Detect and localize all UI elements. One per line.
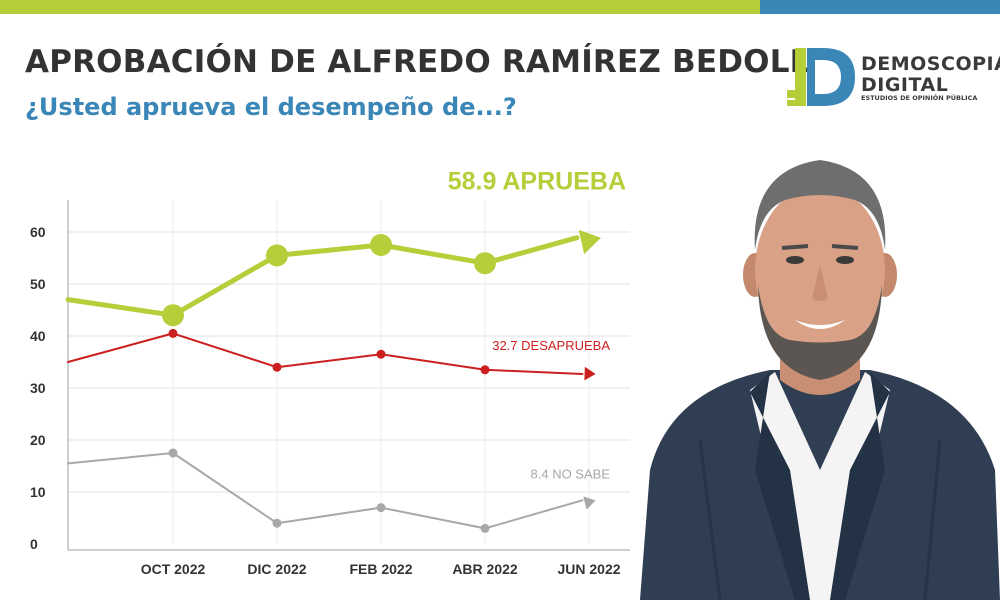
page-title: APROBACIÓN DE ALFREDO RAMÍREZ BEDOLLA <box>25 44 834 80</box>
approval-line-chart: 0 10 20 30 40 50 60 OCT 2022 DIC 2022 FEB 2022 ABR… <box>30 168 630 577</box>
x-tick-label: JUN 2022 <box>557 561 620 577</box>
aprueba-point <box>370 234 392 256</box>
desaprueba-point <box>376 349 386 359</box>
y-tick-label: 20 <box>30 432 46 448</box>
logo-mark-icon <box>787 48 855 106</box>
desaprueba-line <box>67 332 584 375</box>
logo-tagline: ESTUDIOS DE OPINIÓN PÚBLICA <box>861 94 978 102</box>
logo-word-2: DIGITAL <box>861 74 949 96</box>
x-tick-label: DIC 2022 <box>247 561 306 577</box>
aprueba-point <box>474 252 496 275</box>
y-tick-label: 40 <box>30 328 46 344</box>
desaprueba-point <box>272 362 282 372</box>
aprueba-arrow-icon <box>578 229 601 255</box>
y-tick-label: 60 <box>30 224 46 240</box>
desaprueba-point <box>168 328 178 338</box>
no-sabe-point <box>168 448 178 458</box>
page-subtitle: ¿Usted aprueva el desempeño de...? <box>25 93 517 121</box>
no-sabe-end-label: 8.4 NO SABE <box>531 466 611 481</box>
y-tick-label: 10 <box>30 484 46 500</box>
x-tick-label: ABR 2022 <box>452 561 518 577</box>
no-sabe-point <box>480 523 490 533</box>
no-sabe-point <box>376 503 386 513</box>
top-bar-blue <box>760 0 1000 14</box>
y-tick-label: 0 <box>30 536 38 552</box>
no-sabe-line <box>67 452 584 530</box>
no-sabe-point <box>272 518 282 528</box>
desaprueba-arrow-icon <box>584 366 596 381</box>
aprueba-point <box>162 304 184 327</box>
y-tick-label: 50 <box>30 276 46 292</box>
y-tick-label: 30 <box>30 380 46 396</box>
desaprueba-end-label: 32.7 DESAPRUEBA <box>492 338 610 353</box>
x-tick-label: FEB 2022 <box>349 561 412 577</box>
x-tick-label: OCT 2022 <box>141 561 206 577</box>
no-sabe-arrow-icon <box>583 496 596 510</box>
demoscopia-logo: DEMOSCOPIA DIGITAL ESTUDIOS DE OPINIÓN P… <box>785 46 1000 110</box>
aprueba-end-label: 58.9 APRUEBA <box>448 168 626 196</box>
top-bar-green <box>0 0 760 14</box>
aprueba-line <box>65 235 580 318</box>
desaprueba-point <box>480 365 490 375</box>
aprueba-point <box>266 244 288 267</box>
person-photo <box>640 160 1000 600</box>
logo-word-1: DEMOSCOPIA <box>861 53 1000 75</box>
